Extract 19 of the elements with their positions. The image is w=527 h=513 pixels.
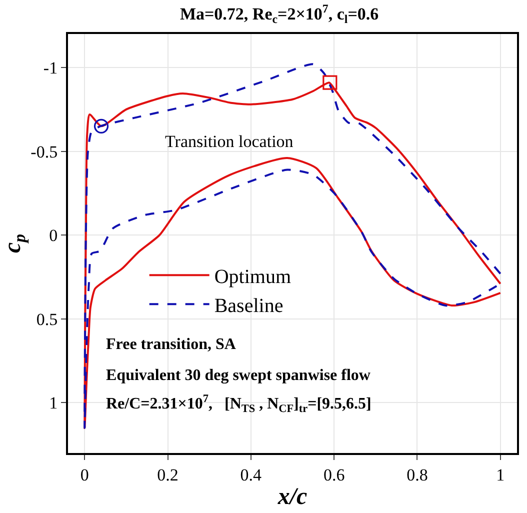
x-tick-label: 0.6 (323, 465, 345, 484)
chart-title: Ma=0.72, Re$_{c}$=2×10$^{7}$, c$_{l}$=0.6 (180, 1, 379, 26)
legend-label: Optimum (214, 266, 292, 288)
y-tick-label: -0.5 (30, 142, 58, 162)
x-tick-label: 0.4 (240, 465, 262, 484)
x-tick-label: 0 (80, 465, 89, 484)
legend-label: Baseline (214, 294, 284, 317)
x-axis-title: x/c (276, 484, 308, 510)
annotation: Free transition, SA (106, 336, 236, 353)
annotation: Equivalent 30 deg swept spanwise flow (106, 367, 371, 384)
y-tick-label: 0.5 (36, 310, 58, 329)
y-tick-label: -1 (43, 58, 58, 78)
text: Re/C=2.31×10$^{7}$, [N$_{TS}$ , N$_{CF}$]$_{tr}$=[9.5,6.5] (106, 393, 372, 416)
y-tick-label: 1 (49, 394, 58, 413)
y-tick-label: 0 (49, 226, 58, 246)
annotation: Transition location (165, 132, 294, 151)
x-tick-label: 1 (496, 465, 505, 484)
x-tick-label: 0.2 (157, 465, 178, 484)
x-tick-label: 0.8 (406, 465, 428, 484)
